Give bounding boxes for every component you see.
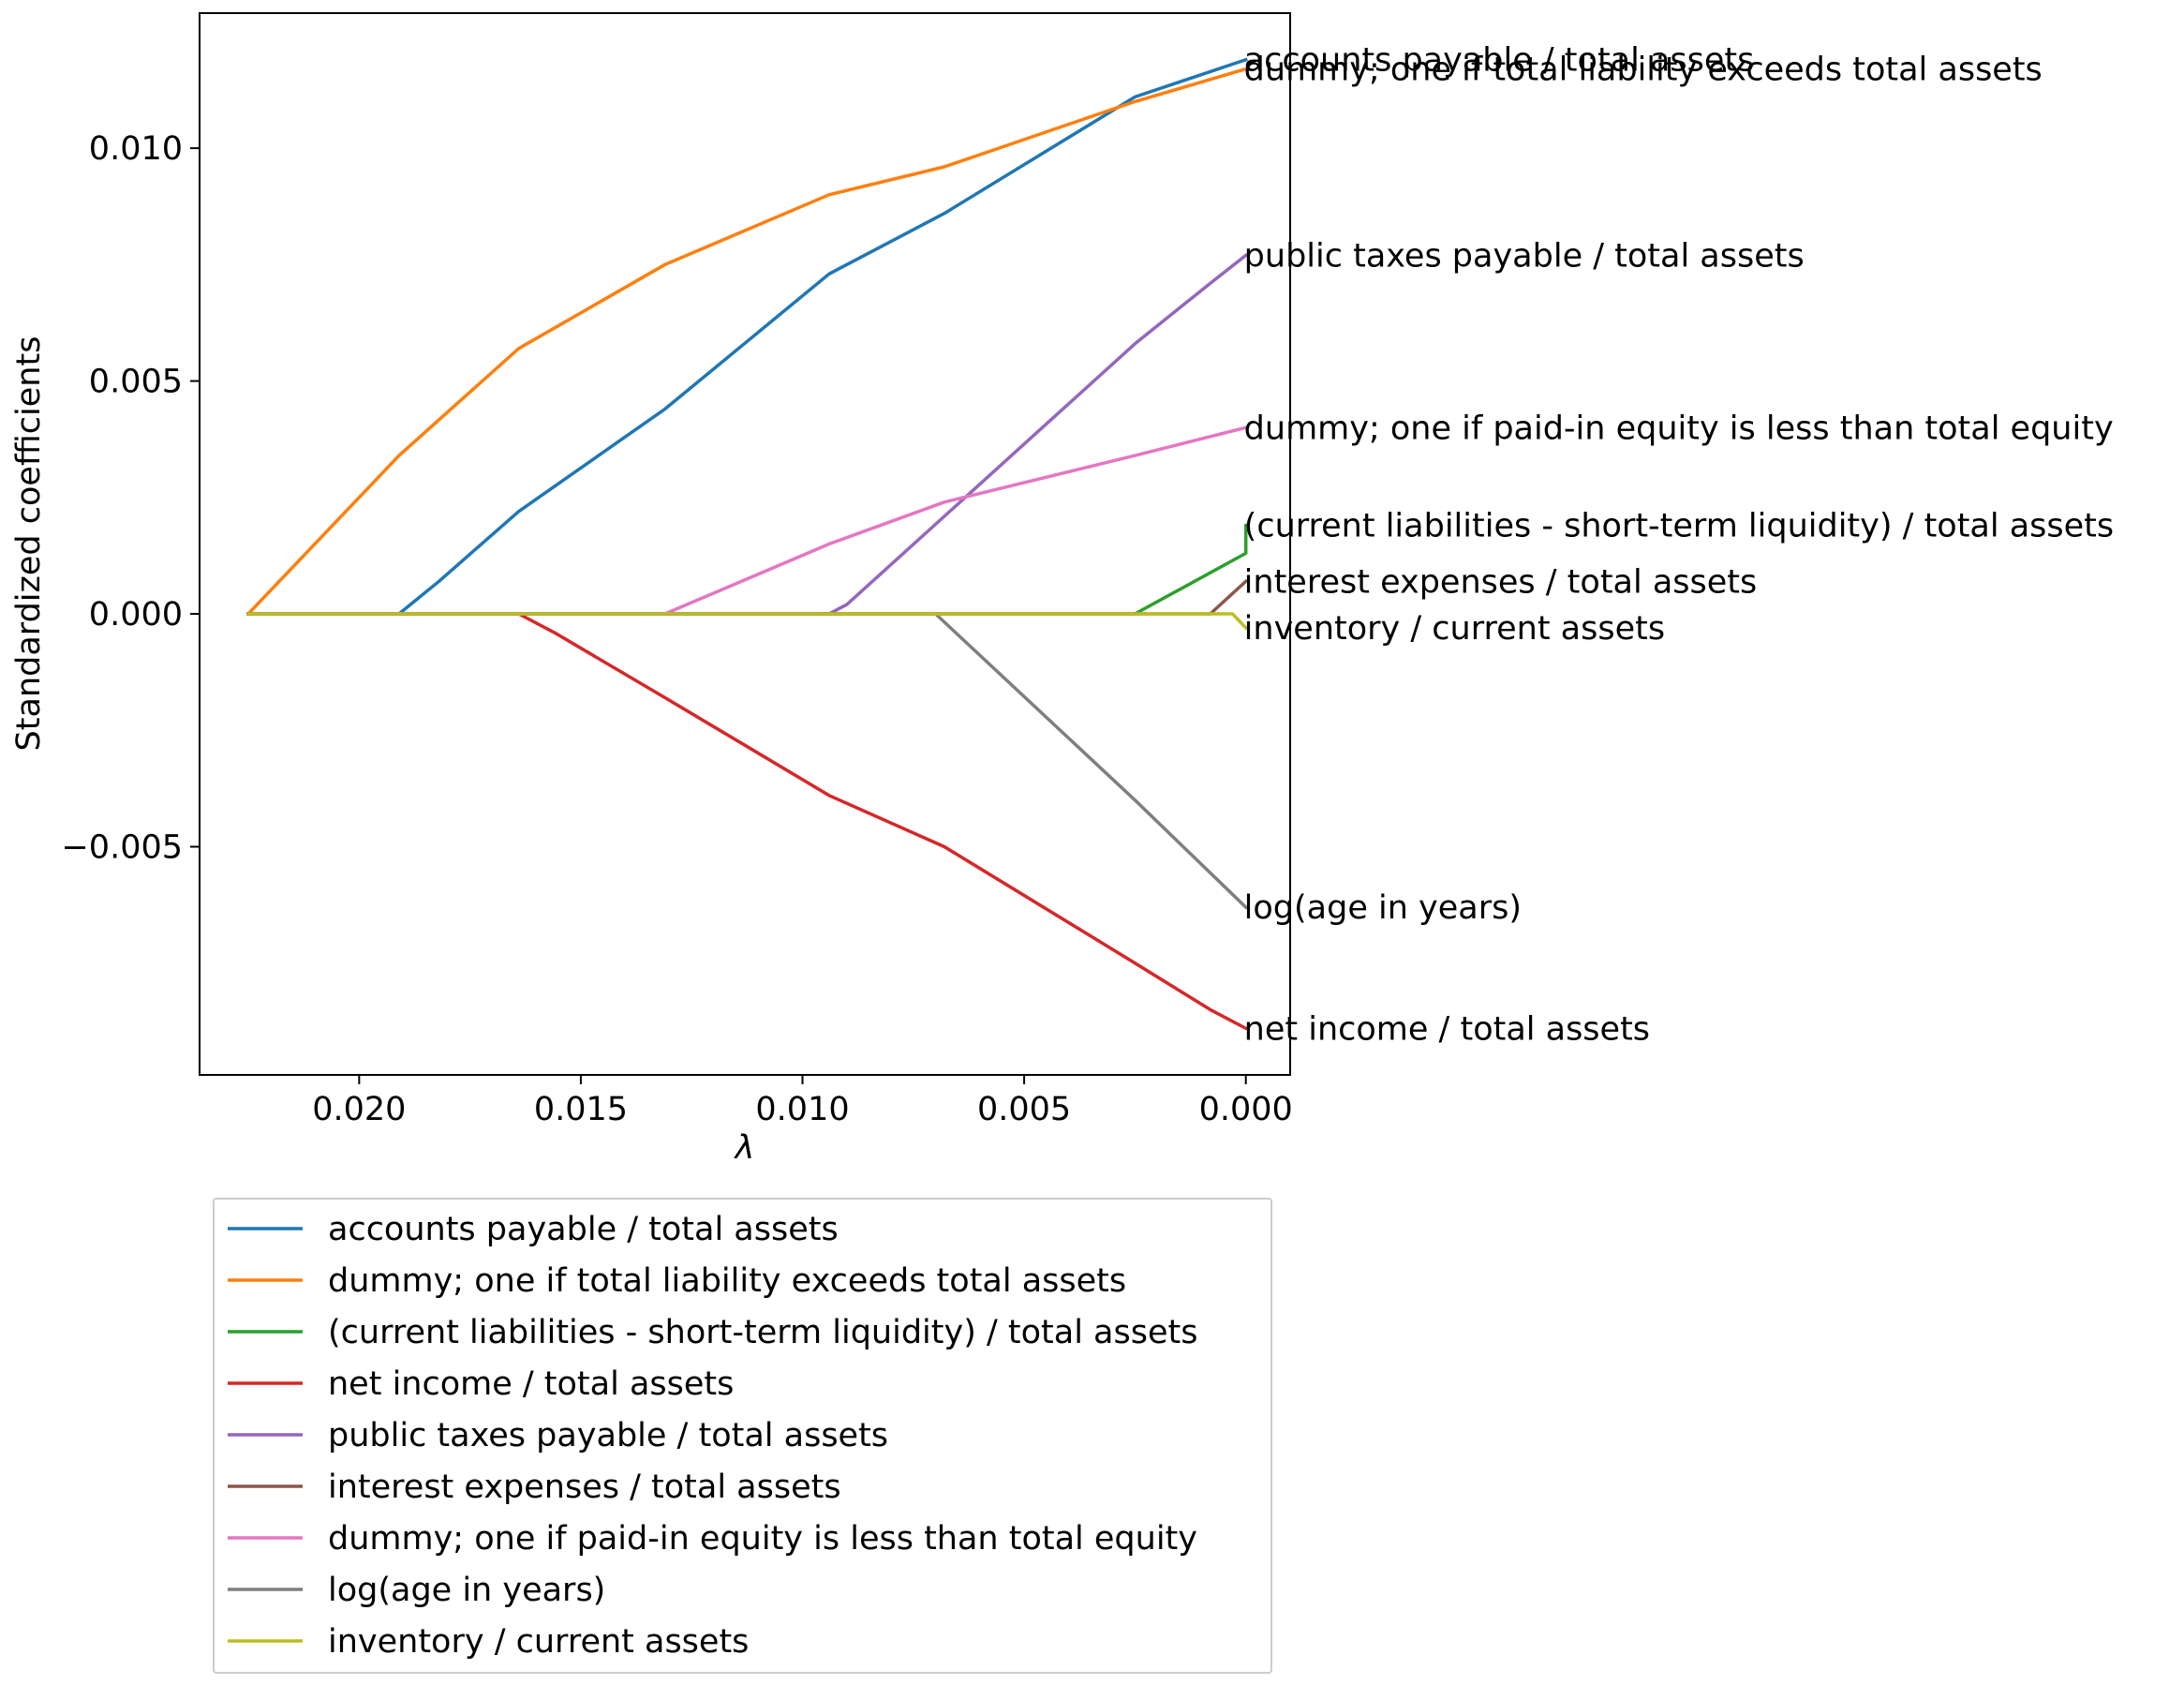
legend-label-1: accounts payable / total assets xyxy=(328,1211,839,1248)
x-tick-label: 0.010 xyxy=(755,1091,849,1128)
series-line-6 xyxy=(246,578,1249,616)
end-label-8: log(age in years) xyxy=(1244,889,1522,927)
legend-label-8: log(age in years) xyxy=(328,1572,605,1609)
legend: accounts payable / total assets dummy; on… xyxy=(213,1198,1272,1674)
legend-items: accounts payable / total assets dummy; on… xyxy=(228,1211,1197,1661)
y-tick-label: 0.010 xyxy=(89,130,183,168)
series-line-8 xyxy=(246,612,1249,910)
end-label-2: dummy; one if total liability exceeds to… xyxy=(1244,52,2043,89)
end-label-1: accounts payable / total assets xyxy=(1244,42,1755,80)
legend-label-3: (current liabilities - short-term liquid… xyxy=(328,1314,1197,1351)
legend-label-2: dummy; one if total liability exceeds to… xyxy=(328,1262,1126,1300)
legend-label-4: net income / total assets xyxy=(328,1365,734,1403)
end-label-7: dummy; one if paid-in equity is less tha… xyxy=(1244,410,2114,447)
y-tick-label: 0.000 xyxy=(89,596,183,634)
series-line-9 xyxy=(246,612,1249,631)
plot-frame xyxy=(199,12,1291,1076)
legend-label-7: dummy; one if paid-in equity is less tha… xyxy=(328,1520,1197,1558)
series-layer xyxy=(245,57,1249,1031)
x-axis: 0.020 0.015 0.010 0.005 0.000 xyxy=(312,1075,1293,1128)
series-line-5 xyxy=(246,252,1249,616)
x-tick-label: 0.005 xyxy=(977,1091,1071,1128)
y-axis: 0.010 0.005 0.000 −0.005 xyxy=(61,130,200,867)
end-label-3: (current liabilities - short-term liquid… xyxy=(1244,508,2114,545)
x-axis-title: λ xyxy=(734,1129,755,1167)
legend-label-5: public taxes payable / total assets xyxy=(328,1417,888,1454)
series-line-2 xyxy=(245,67,1248,617)
end-label-6: interest expenses / total assets xyxy=(1244,563,1758,601)
y-axis-title: Standardized coefficients xyxy=(10,336,48,752)
series-line-1 xyxy=(246,57,1248,616)
end-label-5: public taxes payable / total assets xyxy=(1244,237,1805,275)
x-tick-label: 0.000 xyxy=(1199,1091,1293,1128)
x-tick-label: 0.020 xyxy=(312,1091,406,1128)
series-line-4 xyxy=(246,612,1249,1031)
legend-label-6: interest expenses / total assets xyxy=(328,1469,841,1506)
end-label-9: inventory / current assets xyxy=(1244,610,1665,648)
x-tick-label: 0.015 xyxy=(534,1091,628,1128)
end-label-4: net income / total assets xyxy=(1244,1010,1650,1048)
legend-label-9: inventory / current assets xyxy=(328,1623,749,1661)
series-line-3 xyxy=(246,523,1248,616)
legend-box xyxy=(213,1198,1272,1674)
y-tick-label: −0.005 xyxy=(61,829,183,867)
y-tick-label: 0.005 xyxy=(89,364,183,401)
